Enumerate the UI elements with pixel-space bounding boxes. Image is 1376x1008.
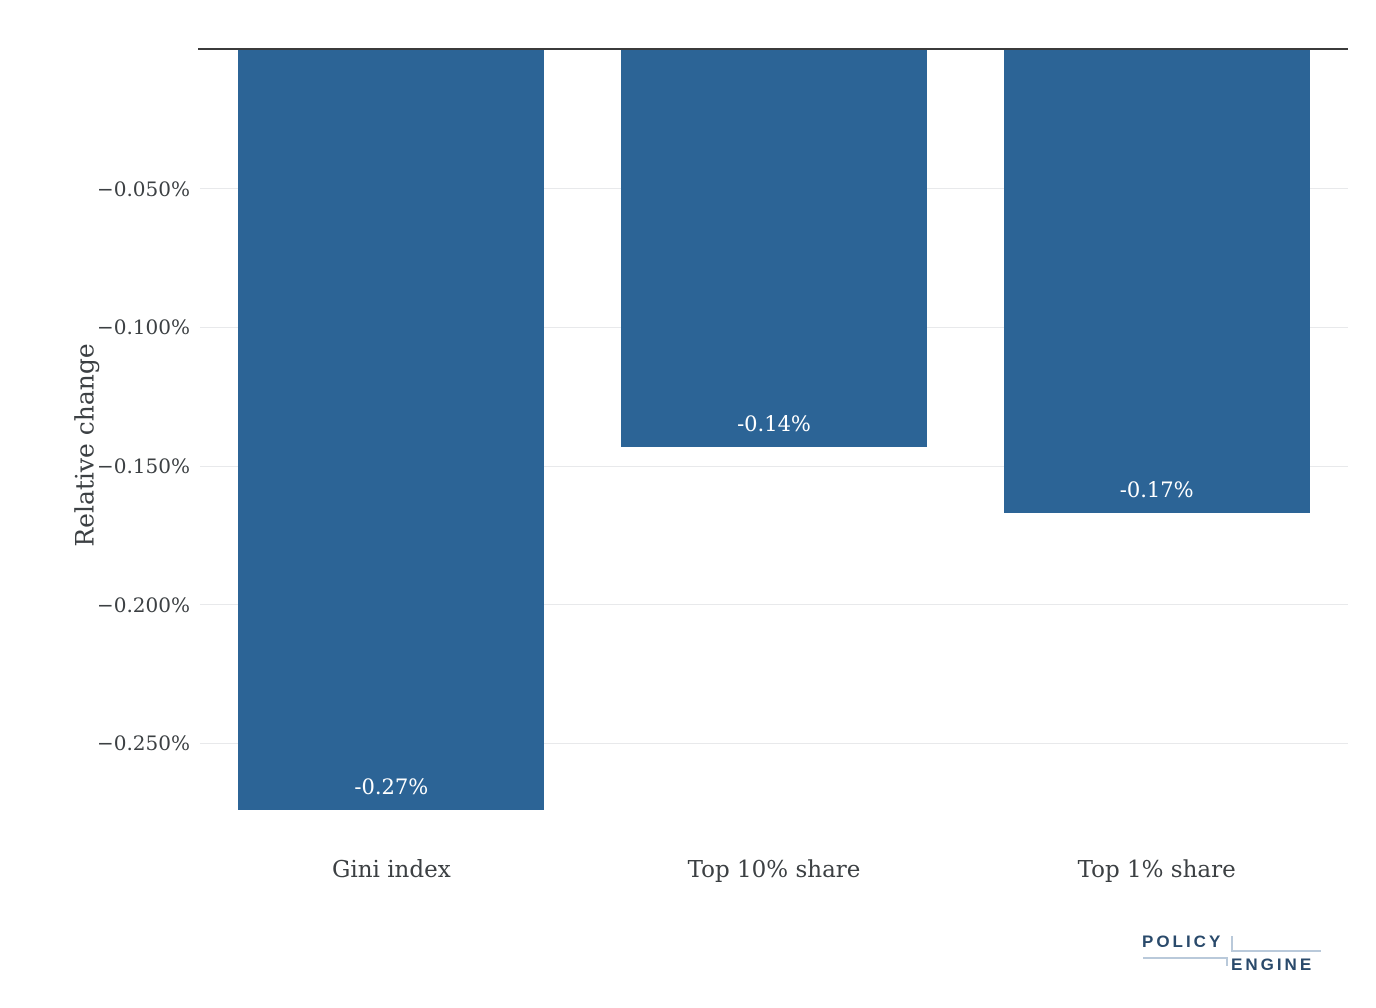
gridline (200, 742, 1348, 744)
y-tick-label: −0.150% (96, 454, 190, 479)
y-tick-label: −0.100% (96, 315, 190, 340)
category-label: Top 10% share (687, 857, 861, 883)
logo-text-policy: POLICY (1142, 932, 1224, 951)
category-label: Top 1% share (1077, 857, 1236, 883)
y-tick-label: −0.200% (96, 592, 190, 617)
bar-value-label: -0.17% (1119, 478, 1194, 503)
category-label: Gini index (331, 857, 451, 883)
bar-gini-index[interactable] (238, 50, 545, 810)
y-tick-label: −0.250% (96, 731, 190, 756)
bar-top-1-share[interactable] (1003, 50, 1310, 514)
logo-text-engine: ENGINE (1231, 955, 1315, 974)
logo-bracket-bottom-icon (1143, 957, 1228, 966)
logo-bracket-top-icon (1231, 936, 1321, 952)
policyengine-logo: POLICY ENGINE (1133, 929, 1325, 979)
y-tick-label: −0.050% (96, 176, 190, 201)
x-axis-zero-line (198, 48, 1348, 50)
bar-value-label: -0.14% (737, 411, 811, 436)
bar-top-10-share[interactable] (620, 50, 928, 447)
bar-value-label: -0.27% (354, 775, 429, 799)
gridline (200, 465, 1348, 467)
gridline (200, 604, 1348, 606)
y-axis-title: Relative change (70, 343, 100, 547)
